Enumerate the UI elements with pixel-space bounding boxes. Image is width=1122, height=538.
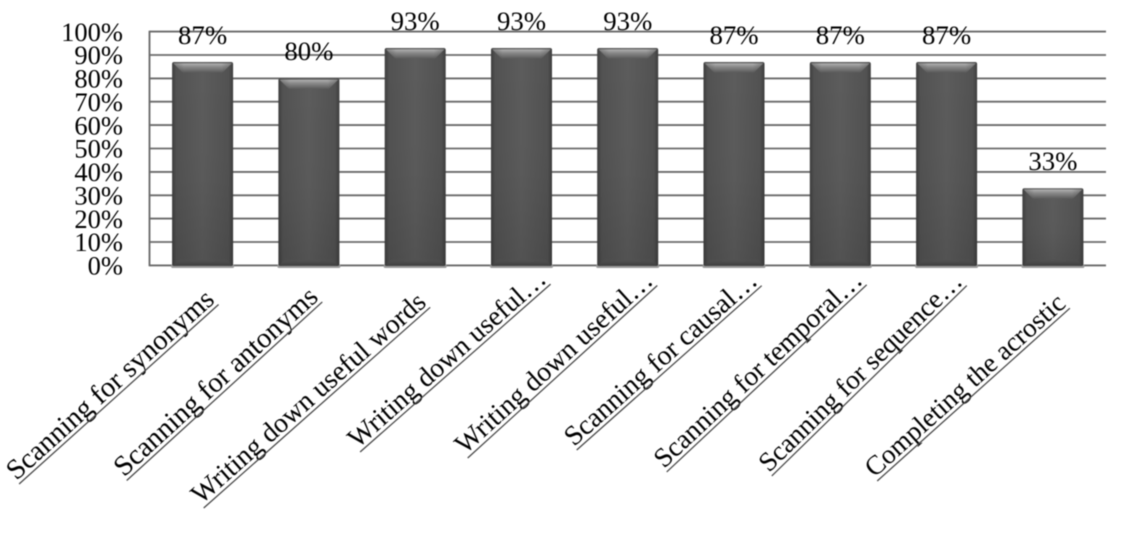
svg-text:20%: 20% (74, 204, 123, 234)
svg-text:93%: 93% (497, 6, 546, 36)
svg-text:93%: 93% (603, 6, 652, 36)
svg-text:100%: 100% (61, 17, 123, 47)
svg-text:87%: 87% (709, 20, 758, 50)
svg-text:70%: 70% (74, 87, 123, 117)
svg-text:87%: 87% (816, 20, 865, 50)
svg-text:90%: 90% (74, 40, 123, 70)
svg-text:87%: 87% (922, 20, 971, 50)
svg-text:80%: 80% (74, 64, 123, 94)
svg-text:33%: 33% (1028, 146, 1077, 176)
svg-text:50%: 50% (74, 134, 123, 164)
svg-text:80%: 80% (284, 36, 333, 66)
svg-text:30%: 30% (74, 181, 123, 211)
svg-text:10%: 10% (74, 227, 123, 257)
svg-text:60%: 60% (74, 110, 123, 140)
svg-text:93%: 93% (391, 6, 440, 36)
svg-text:0%: 0% (88, 251, 123, 281)
svg-text:87%: 87% (178, 20, 227, 50)
svg-text:40%: 40% (74, 157, 123, 187)
